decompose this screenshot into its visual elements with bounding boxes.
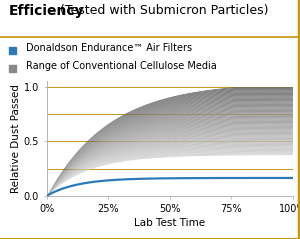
Text: Efficiency: Efficiency [9, 4, 85, 18]
Y-axis label: Relative Dust Passed: Relative Dust Passed [11, 84, 21, 193]
Text: (Tested with Submicron Particles): (Tested with Submicron Particles) [56, 4, 268, 16]
Text: Donaldson Endurance™ Air Filters: Donaldson Endurance™ Air Filters [26, 43, 192, 53]
X-axis label: Lab Test Time: Lab Test Time [134, 218, 205, 228]
Text: Range of Conventional Cellulose Media: Range of Conventional Cellulose Media [26, 61, 216, 71]
